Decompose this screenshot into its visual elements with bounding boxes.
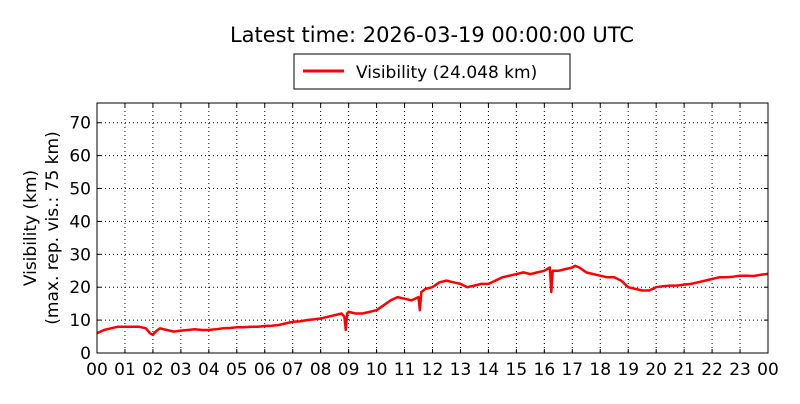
x-tick-label: 13 — [450, 360, 472, 380]
x-tick-label: 04 — [198, 360, 220, 380]
x-tick-label: 10 — [366, 360, 388, 380]
x-tick-labels: 00 01 02 03 04 05 06 07 08 09 10 11 12 13 14 15 16 17 18 19… — [86, 360, 779, 380]
x-tick-label: 08 — [310, 360, 332, 380]
y-tick-label: 30 — [69, 245, 91, 265]
x-tick-label: 05 — [226, 360, 248, 380]
plot-frame — [96, 102, 769, 354]
x-tick-label: 01 — [114, 360, 136, 380]
y-tick-label: 10 — [69, 311, 91, 331]
x-tick-label: 09 — [338, 360, 360, 380]
x-tick-label: 12 — [422, 360, 444, 380]
legend-entry-visibility: Visibility (24.048 km) — [356, 63, 537, 83]
y-tick-label: 20 — [69, 278, 91, 298]
chart-title: Latest time: 2026-03-19 00:00:00 UTC — [230, 23, 634, 47]
x-tick-label: 20 — [645, 360, 667, 380]
y-tick-label: 0 — [80, 344, 91, 364]
series-line-visibility — [96, 264, 769, 337]
x-tick-label: 22 — [701, 360, 723, 380]
y-tick-label: 50 — [69, 180, 91, 200]
x-tick-label: 00 — [757, 360, 779, 380]
x-tick-label: 18 — [589, 360, 611, 380]
x-tick-label: 15 — [506, 360, 528, 380]
x-tick-label: 21 — [673, 360, 695, 380]
y-tick-label: 40 — [69, 212, 91, 232]
x-tick-label: 17 — [561, 360, 583, 380]
y-axis-label-line1: Visibility (km) — [21, 170, 41, 286]
x-tick-label: 03 — [170, 360, 192, 380]
x-tick-label: 16 — [534, 360, 556, 380]
x-tick-label: 14 — [478, 360, 500, 380]
x-tick-label: 07 — [282, 360, 304, 380]
y-tick-labels: 0 10 20 30 40 50 60 70 — [69, 114, 91, 364]
x-tick-label: 02 — [142, 360, 164, 380]
x-tick-label: 00 — [86, 360, 108, 380]
x-tick-label: 23 — [729, 360, 751, 380]
x-tick-label: 11 — [394, 360, 416, 380]
series-layer — [96, 264, 769, 337]
x-tick-label: 19 — [617, 360, 639, 380]
legend: Visibility (24.048 km) — [293, 53, 571, 90]
grid — [97, 103, 768, 353]
y-tick-label: 60 — [69, 147, 91, 167]
y-axis-label-line2: (max. rep. vis.: 75 km) — [43, 131, 63, 324]
y-tick-label: 70 — [69, 114, 91, 134]
x-tick-label: 06 — [254, 360, 276, 380]
